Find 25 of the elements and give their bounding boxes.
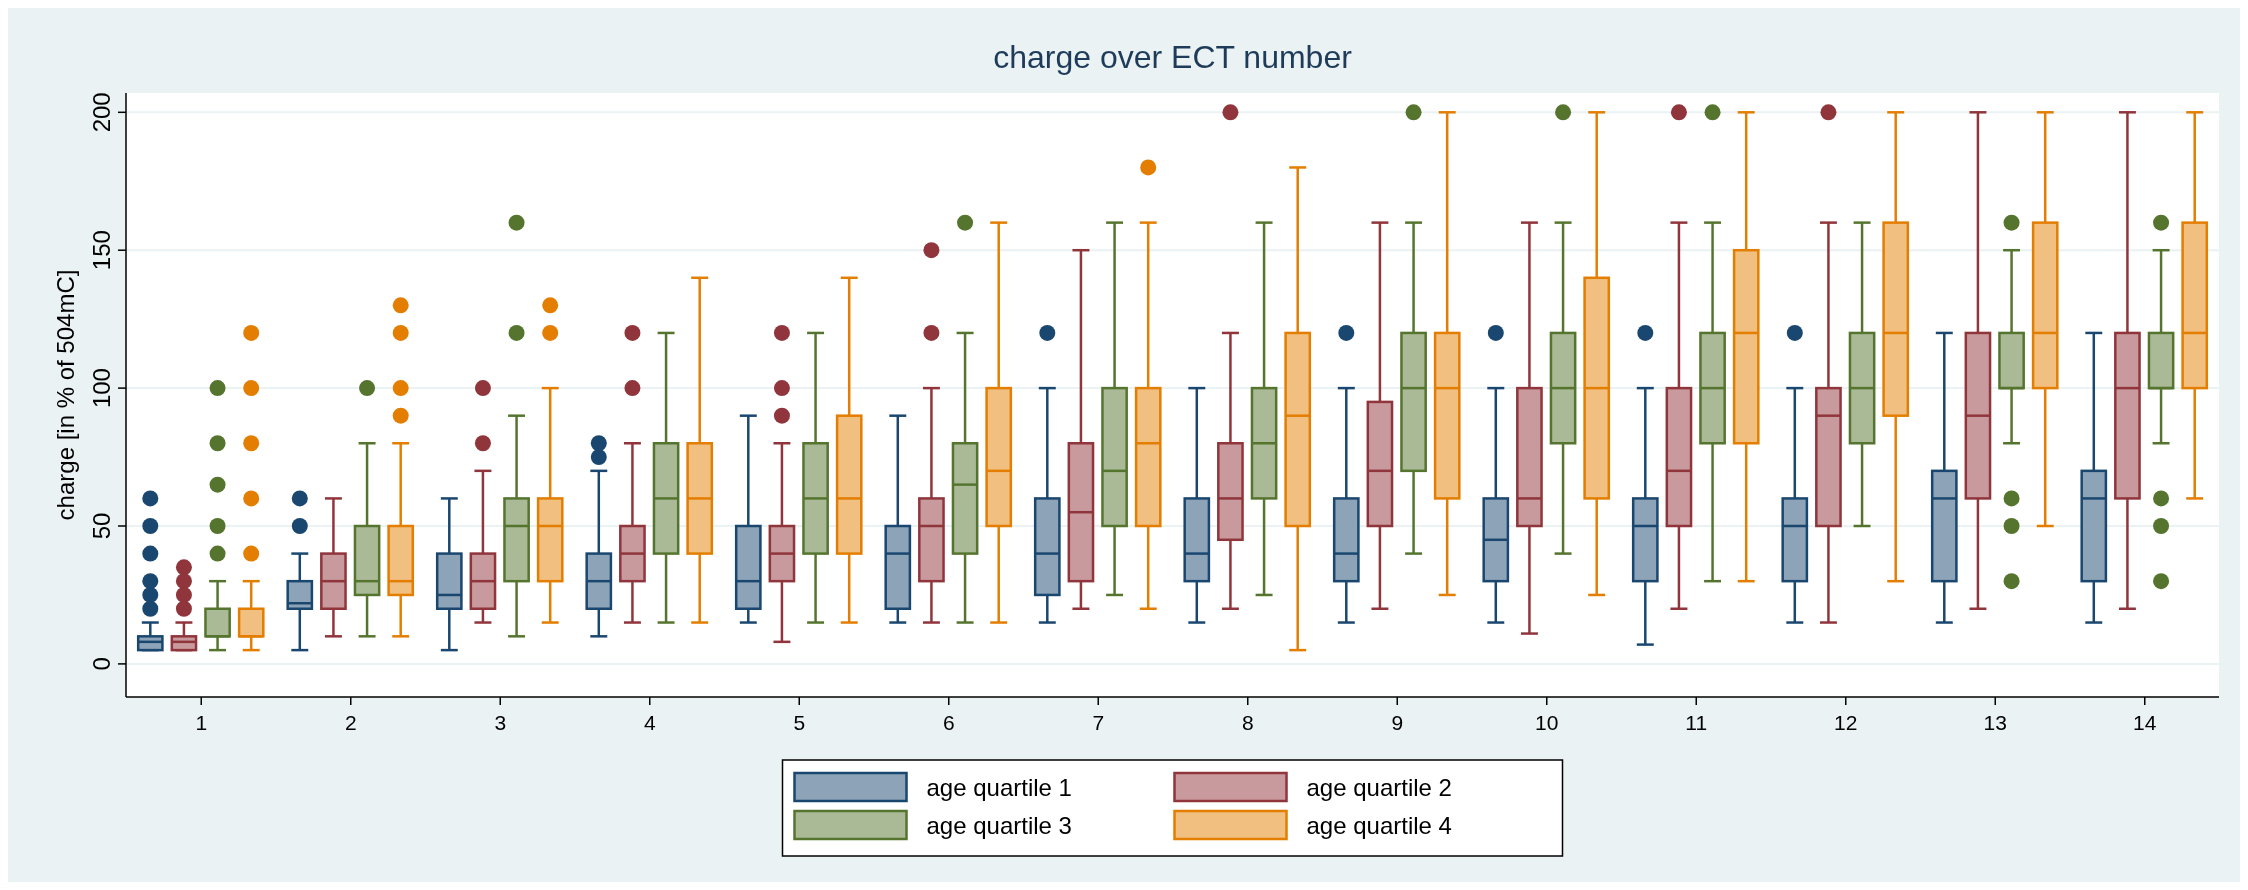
y-tick-label: 50 <box>88 512 115 540</box>
x-tick-label: 2 <box>344 710 357 734</box>
chart-title: charge over ECT number <box>993 39 1353 75</box>
x-tick-label: 3 <box>494 710 507 734</box>
x-tick-label: 11 <box>1685 710 1708 734</box>
x-tick-label: 12 <box>1834 710 1858 734</box>
x-tick-label: 10 <box>1535 710 1559 734</box>
legend-label: age quartile 1 <box>926 774 1072 801</box>
y-tick-label: 100 <box>88 368 115 409</box>
x-tick-label: 5 <box>793 710 806 734</box>
legend-label: age quartile 4 <box>1306 812 1452 839</box>
x-tick-label: 14 <box>2133 710 2157 734</box>
y-axis-title: charge [in % of 504mC] <box>52 269 79 521</box>
x-tick-label: 13 <box>1983 710 2007 734</box>
x-tick-label: 7 <box>1092 710 1105 734</box>
legend-label: age quartile 3 <box>926 812 1072 839</box>
legend-label: age quartile 2 <box>1306 774 1452 801</box>
y-tick-label: 150 <box>88 230 115 271</box>
y-tick-label: 200 <box>88 92 115 133</box>
x-tick-label: 4 <box>643 710 656 734</box>
x-tick-label: 8 <box>1241 710 1254 734</box>
x-tick-label: 6 <box>942 710 955 734</box>
x-tick-label: 9 <box>1391 710 1404 734</box>
x-tick-label: 1 <box>195 710 208 734</box>
y-tick-label: 0 <box>88 657 115 671</box>
